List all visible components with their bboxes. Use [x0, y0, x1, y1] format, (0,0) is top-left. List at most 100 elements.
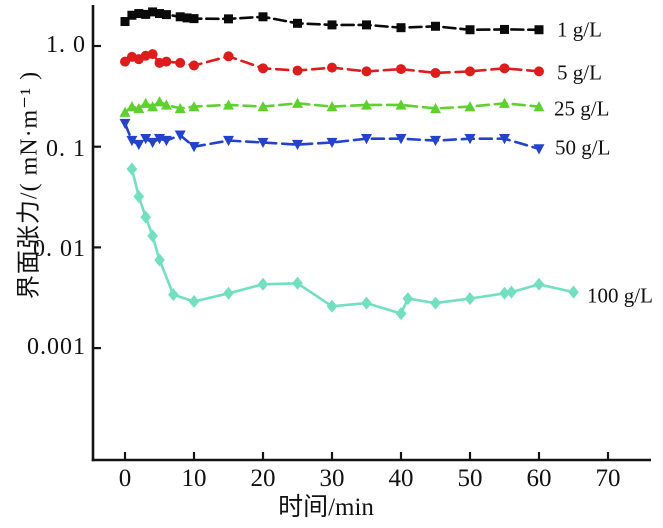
marker-triangle-down-50gL [223, 135, 234, 147]
x-tick-label-10: 10 [181, 465, 207, 492]
marker-square-1gL [293, 18, 302, 28]
marker-circle-5gL [499, 63, 510, 74]
marker-triangle-down-50gL [147, 137, 159, 149]
legend-label-25gL: 25 g/L [554, 96, 610, 121]
marker-square-1gL [396, 23, 406, 33]
marker-diamond-100gL [361, 296, 372, 310]
marker-square-1gL [141, 9, 151, 19]
marker-circle-5gL [175, 57, 186, 68]
marker-triangle-down-50gL [395, 134, 407, 145]
x-tick-label-40: 40 [388, 465, 414, 492]
marker-triangle-down-50gL [140, 134, 152, 145]
marker-square-1gL [120, 17, 130, 27]
marker-triangle-up-25gL [160, 99, 172, 110]
marker-square-1gL [189, 14, 199, 24]
marker-circle-5gL [223, 51, 234, 62]
x-tick-label-60: 60 [526, 465, 552, 492]
marker-triangle-down-50gL [160, 135, 172, 147]
marker-diamond-100gL [395, 307, 407, 321]
marker-triangle-up-25gL [174, 102, 186, 114]
marker-square-1gL [465, 25, 475, 35]
marker-square-1gL [134, 9, 144, 19]
marker-triangle-up-25gL [140, 97, 152, 108]
legend-label-5gL: 5 g/L [557, 60, 602, 85]
marker-triangle-down-50gL [188, 142, 200, 153]
marker-triangle-up-25gL [464, 101, 476, 112]
marker-diamond-100gL [464, 292, 476, 306]
marker-diamond-100gL [568, 285, 579, 299]
marker-square-1gL [327, 20, 337, 30]
marker-triangle-up-25gL [126, 101, 138, 112]
marker-triangle-up-25gL [257, 101, 269, 112]
y-tick-label-0p01: 0. 01 [33, 235, 86, 262]
marker-square-1gL [148, 7, 158, 17]
marker-diamond-100gL [499, 286, 510, 300]
marker-triangle-down-50gL [499, 134, 510, 145]
legend-label-50gL: 50 g/L [555, 135, 611, 160]
marker-triangle-up-25gL [361, 99, 372, 110]
legend-label-1gL: 1 g/L [557, 17, 602, 42]
marker-square-1gL [175, 12, 185, 22]
marker-circle-5gL [258, 63, 268, 74]
marker-triangle-down-50gL [430, 135, 441, 147]
marker-square-1gL [224, 14, 233, 24]
marker-diamond-100gL [533, 277, 545, 291]
marker-triangle-up-25gL [395, 99, 407, 110]
marker-square-1gL [127, 10, 137, 20]
x-tick-label-30: 30 [319, 465, 345, 492]
marker-triangle-up-25gL [119, 106, 131, 117]
marker-triangle-up-25gL [147, 101, 159, 112]
marker-diamond-100gL [430, 296, 441, 310]
marker-diamond-100gL [147, 229, 158, 243]
marker-triangle-down-50gL [326, 137, 338, 149]
marker-triangle-up-25gL [188, 101, 200, 112]
marker-triangle-down-50gL [133, 139, 145, 151]
x-axis-title: 时间/min [278, 494, 374, 521]
marker-triangle-down-50gL [361, 134, 372, 145]
marker-triangle-up-25gL [430, 102, 441, 114]
marker-circle-5gL [147, 49, 158, 60]
legend-label-100gL: 100 g/L [587, 283, 653, 308]
marker-diamond-100gL [126, 162, 138, 176]
marker-square-1gL [431, 21, 440, 31]
marker-triangle-up-25gL [223, 99, 234, 110]
y-tick-label-1: 1. 0 [46, 31, 86, 58]
marker-square-1gL [534, 25, 544, 35]
marker-square-1gL [500, 24, 509, 34]
x-tick-label-0: 0 [118, 465, 132, 492]
marker-triangle-up-25gL [133, 102, 145, 114]
marker-diamond-100gL [223, 286, 234, 300]
marker-square-1gL [182, 13, 192, 23]
marker-square-1gL [362, 20, 371, 30]
marker-triangle-down-50gL [464, 134, 476, 145]
marker-circle-5gL [396, 64, 406, 75]
marker-circle-5gL [189, 60, 199, 71]
marker-square-1gL [258, 12, 268, 22]
marker-triangle-up-25gL [326, 101, 338, 112]
marker-diamond-100gL [133, 190, 145, 204]
marker-triangle-down-50gL [533, 144, 545, 155]
marker-triangle-up-25gL [154, 96, 165, 107]
marker-diamond-100gL [326, 299, 338, 313]
marker-triangle-up-25gL [292, 97, 303, 108]
marker-square-1gL [161, 10, 171, 20]
marker-triangle-down-50gL [119, 118, 131, 129]
marker-circle-5gL [161, 56, 172, 67]
marker-square-1gL [155, 9, 164, 19]
marker-triangle-down-50gL [257, 137, 269, 149]
y-axis-title: 界面张力/( mN·m⁻¹ ) [16, 70, 43, 300]
marker-circle-5gL [327, 62, 337, 73]
marker-circle-5gL [465, 66, 475, 77]
marker-diamond-100gL [506, 285, 517, 299]
y-tick-label-0p001: 0.001 [27, 333, 86, 360]
marker-circle-5gL [430, 67, 441, 78]
marker-triangle-down-50gL [292, 139, 303, 151]
marker-diamond-100gL [167, 288, 179, 302]
marker-circle-5gL [534, 66, 544, 77]
marker-circle-5gL [361, 66, 372, 77]
marker-diamond-100gL [257, 277, 269, 291]
marker-circle-5gL [292, 65, 303, 76]
marker-diamond-100gL [140, 210, 152, 224]
